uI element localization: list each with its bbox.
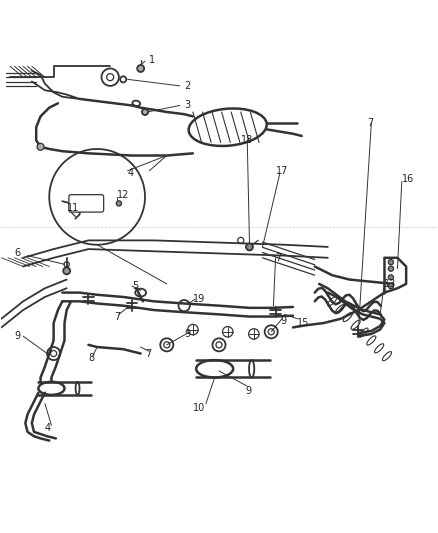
Text: 9: 9 (14, 331, 21, 341)
Text: 17: 17 (276, 166, 288, 176)
Circle shape (389, 284, 393, 289)
Text: 7: 7 (115, 312, 121, 321)
Text: 7: 7 (276, 253, 282, 263)
Text: 4: 4 (127, 168, 134, 178)
Text: 3: 3 (184, 100, 190, 110)
Text: 13: 13 (385, 279, 397, 289)
Text: 5: 5 (132, 281, 138, 291)
Text: 19: 19 (193, 294, 205, 304)
Text: 10: 10 (193, 403, 205, 413)
Circle shape (389, 260, 393, 265)
Text: 7: 7 (145, 349, 151, 359)
Circle shape (137, 65, 144, 72)
Circle shape (63, 268, 70, 274)
Text: 18: 18 (241, 135, 253, 146)
Circle shape (37, 143, 44, 150)
Text: 4: 4 (45, 423, 51, 433)
Text: 9: 9 (280, 316, 286, 326)
FancyBboxPatch shape (69, 195, 104, 212)
Text: 12: 12 (117, 190, 129, 200)
Circle shape (246, 244, 253, 251)
Text: 11: 11 (67, 203, 79, 213)
Circle shape (116, 201, 121, 206)
Text: 7: 7 (367, 118, 373, 128)
Text: 15: 15 (297, 318, 310, 328)
Circle shape (142, 109, 148, 115)
Text: 6: 6 (14, 248, 21, 259)
Text: 2: 2 (184, 81, 191, 91)
Text: 9: 9 (184, 329, 190, 339)
Text: 9: 9 (245, 385, 251, 395)
Text: 16: 16 (402, 174, 414, 184)
Text: 1: 1 (149, 55, 155, 65)
Text: 8: 8 (88, 353, 95, 363)
Circle shape (389, 266, 393, 271)
Circle shape (389, 275, 393, 280)
